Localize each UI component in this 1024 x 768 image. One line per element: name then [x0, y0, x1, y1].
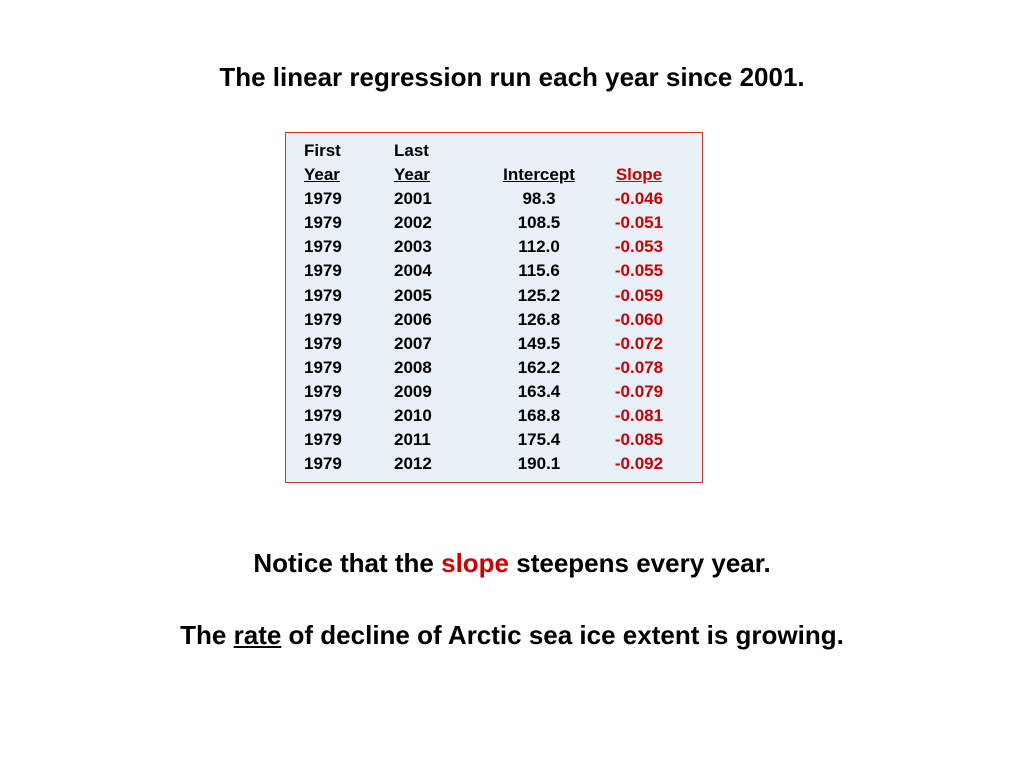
col-intercept-header-top: [484, 139, 594, 163]
cell-last-year: 2010: [394, 404, 484, 428]
table-row: 19792004115.6-0.055: [304, 259, 684, 283]
col-intercept-header: Intercept: [484, 163, 594, 187]
cell-intercept: 162.2: [484, 356, 594, 380]
col-last-header-top: Last: [394, 139, 484, 163]
cell-last-year: 2011: [394, 428, 484, 452]
cell-first-year: 1979: [304, 428, 394, 452]
cell-intercept: 115.6: [484, 259, 594, 283]
caption-rate-pre: The: [180, 620, 233, 650]
cell-slope: -0.046: [594, 187, 684, 211]
cell-slope: -0.051: [594, 211, 684, 235]
table-row: 19792007149.5-0.072: [304, 332, 684, 356]
caption-slope: Notice that the slope steepens every yea…: [0, 548, 1024, 579]
caption-rate-post: of decline of Arctic sea ice extent is g…: [281, 620, 844, 650]
col-slope-header: Slope: [594, 163, 684, 187]
cell-first-year: 1979: [304, 356, 394, 380]
col-slope-header-top: [594, 139, 684, 163]
cell-first-year: 1979: [304, 308, 394, 332]
page-title: The linear regression run each year sinc…: [0, 62, 1024, 93]
table-row: 19792008162.2-0.078: [304, 356, 684, 380]
table-row: 19792011175.4-0.085: [304, 428, 684, 452]
cell-first-year: 1979: [304, 259, 394, 283]
cell-slope: -0.053: [594, 235, 684, 259]
table-row: 19792012190.1-0.092: [304, 452, 684, 476]
table-row: 19792006126.8-0.060: [304, 308, 684, 332]
caption-slope-word: slope: [441, 548, 509, 578]
cell-first-year: 1979: [304, 235, 394, 259]
caption-slope-post: steepens every year.: [509, 548, 771, 578]
table-row: 19792002108.5-0.051: [304, 211, 684, 235]
cell-last-year: 2004: [394, 259, 484, 283]
cell-slope: -0.085: [594, 428, 684, 452]
cell-intercept: 108.5: [484, 211, 594, 235]
cell-first-year: 1979: [304, 380, 394, 404]
cell-first-year: 1979: [304, 332, 394, 356]
cell-intercept: 112.0: [484, 235, 594, 259]
cell-intercept: 98.3: [484, 187, 594, 211]
cell-last-year: 2007: [394, 332, 484, 356]
cell-intercept: 163.4: [484, 380, 594, 404]
cell-slope: -0.079: [594, 380, 684, 404]
cell-first-year: 1979: [304, 284, 394, 308]
cell-last-year: 2001: [394, 187, 484, 211]
cell-last-year: 2005: [394, 284, 484, 308]
cell-slope: -0.081: [594, 404, 684, 428]
cell-intercept: 125.2: [484, 284, 594, 308]
col-first-header-top: First: [304, 139, 394, 163]
cell-slope: -0.092: [594, 452, 684, 476]
caption-rate: The rate of decline of Arctic sea ice ex…: [0, 620, 1024, 651]
cell-last-year: 2012: [394, 452, 484, 476]
table-header-row-1: First Last: [304, 139, 684, 163]
cell-slope: -0.078: [594, 356, 684, 380]
cell-first-year: 1979: [304, 404, 394, 428]
table: First Last Year Year Intercept Slope 197…: [304, 139, 684, 476]
slide: The linear regression run each year sinc…: [0, 0, 1024, 768]
cell-last-year: 2008: [394, 356, 484, 380]
regression-table: First Last Year Year Intercept Slope 197…: [285, 132, 703, 483]
cell-first-year: 1979: [304, 452, 394, 476]
cell-intercept: 168.8: [484, 404, 594, 428]
cell-slope: -0.059: [594, 284, 684, 308]
cell-intercept: 190.1: [484, 452, 594, 476]
cell-first-year: 1979: [304, 187, 394, 211]
cell-slope: -0.060: [594, 308, 684, 332]
cell-intercept: 149.5: [484, 332, 594, 356]
cell-slope: -0.072: [594, 332, 684, 356]
table-header-row-2: Year Year Intercept Slope: [304, 163, 684, 187]
cell-last-year: 2002: [394, 211, 484, 235]
col-last-header: Year: [394, 163, 484, 187]
cell-last-year: 2009: [394, 380, 484, 404]
table-row: 19792005125.2-0.059: [304, 284, 684, 308]
caption-slope-pre: Notice that the: [253, 548, 441, 578]
table-row: 1979200198.3-0.046: [304, 187, 684, 211]
caption-rate-word: rate: [234, 620, 282, 650]
cell-slope: -0.055: [594, 259, 684, 283]
cell-last-year: 2006: [394, 308, 484, 332]
table-row: 19792009163.4-0.079: [304, 380, 684, 404]
table-row: 19792010168.8-0.081: [304, 404, 684, 428]
table-row: 19792003112.0-0.053: [304, 235, 684, 259]
cell-last-year: 2003: [394, 235, 484, 259]
cell-first-year: 1979: [304, 211, 394, 235]
cell-intercept: 126.8: [484, 308, 594, 332]
col-first-header: Year: [304, 163, 394, 187]
cell-intercept: 175.4: [484, 428, 594, 452]
